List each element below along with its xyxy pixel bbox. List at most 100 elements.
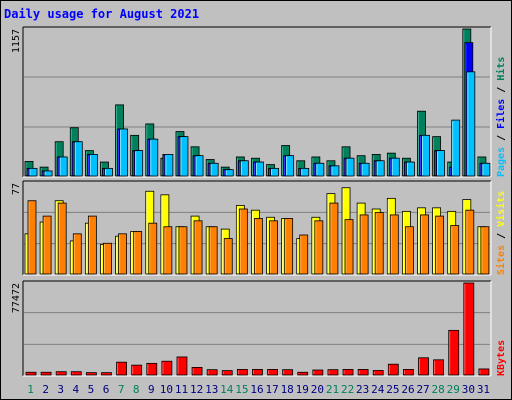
x-tick-label-day-31: 31 xyxy=(477,383,490,396)
x-tick-label-day-9: 9 xyxy=(148,383,155,396)
legend-hits: Hits xyxy=(495,57,507,81)
kbytes-bar-day-6 xyxy=(101,372,112,376)
pages-bar-day-15 xyxy=(239,160,249,177)
kbytes-bar-day-18 xyxy=(282,369,294,376)
x-tick-label-day-27: 27 xyxy=(416,383,429,396)
side-legend-panel-1: Pages / Files / Hits xyxy=(495,57,507,177)
x-tick-label-day-13: 13 xyxy=(205,383,218,396)
x-tick-label-day-15: 15 xyxy=(235,383,248,396)
legend-separator: / xyxy=(496,227,507,245)
kbytes-bar-day-5 xyxy=(85,372,97,376)
sites-bar-day-12 xyxy=(193,220,203,275)
pages-bar-day-19 xyxy=(300,167,310,177)
x-tick-label-day-10: 10 xyxy=(160,383,173,396)
sites-bar-day-14 xyxy=(223,238,233,275)
sites-bar-day-25 xyxy=(389,214,399,275)
side-legend-panel-2: Sites / Visits xyxy=(495,191,507,275)
x-tick-label-day-28: 28 xyxy=(432,383,445,396)
x-tick-label-day-24: 24 xyxy=(371,383,385,396)
pages-bar-day-12 xyxy=(194,155,204,177)
x-tick-label-day-29: 29 xyxy=(447,383,460,396)
x-tick-label-day-6: 6 xyxy=(103,383,110,396)
sites-bar-day-15 xyxy=(238,208,248,275)
chart-title: Daily usage for August 2021 xyxy=(4,7,200,21)
legend-separator: / xyxy=(496,81,507,99)
pages-bar-day-18 xyxy=(285,155,295,177)
x-tick-label-day-17: 17 xyxy=(265,383,278,396)
pages-bar-day-20 xyxy=(315,162,325,177)
x-tick-label-day-1: 1 xyxy=(27,383,34,396)
sites-bar-day-2 xyxy=(42,215,52,275)
sites-bar-day-9 xyxy=(148,222,158,275)
sites-bar-day-23 xyxy=(359,214,369,275)
kbytes-bar-day-24 xyxy=(372,370,384,376)
pages-bar-day-2 xyxy=(43,170,53,177)
x-tick-label-day-19: 19 xyxy=(296,383,309,396)
sites-bar-day-27 xyxy=(420,214,429,275)
pages-bar-day-22 xyxy=(345,157,355,177)
pages-bar-day-26 xyxy=(406,161,415,177)
kbytes-bar-day-13 xyxy=(206,369,218,376)
pages-bar-day-8 xyxy=(134,150,144,177)
panel-3-background xyxy=(23,281,491,376)
kbytes-bar-day-22 xyxy=(342,369,354,376)
kbytes-bar-day-9 xyxy=(146,362,158,376)
kbytes-bar-day-11 xyxy=(176,356,188,376)
x-tick-label-day-8: 8 xyxy=(133,383,140,396)
kbytes-bar-day-27 xyxy=(418,357,429,376)
pages-bar-day-4 xyxy=(73,141,83,177)
sites-bar-day-4 xyxy=(72,233,82,275)
legend-visits: Visits xyxy=(495,191,507,227)
sites-bar-day-29 xyxy=(450,225,460,275)
x-tick-label-day-14: 14 xyxy=(220,383,234,396)
kbytes-bar-day-12 xyxy=(191,366,203,376)
sites-bar-day-16 xyxy=(254,218,263,275)
kbytes-bar-day-16 xyxy=(252,369,263,376)
sites-bar-day-3 xyxy=(57,202,67,275)
kbytes-bar-day-20 xyxy=(312,369,324,376)
sites-bar-day-28 xyxy=(435,215,445,275)
kbytes-bar-day-19 xyxy=(297,371,309,376)
pages-bar-day-24 xyxy=(375,160,385,177)
legend-files: Files xyxy=(495,99,507,129)
kbytes-bar-day-30 xyxy=(463,282,475,376)
sites-bar-day-17 xyxy=(269,220,278,275)
pages-bar-day-14 xyxy=(224,169,234,177)
x-tick-label-day-23: 23 xyxy=(356,383,369,396)
pages-bar-day-31 xyxy=(481,162,491,177)
y-max-label-panel-3: 77472 xyxy=(11,283,22,313)
sites-bar-day-1 xyxy=(27,200,37,275)
kbytes-bar-day-7 xyxy=(116,361,127,376)
pages-bar-day-10 xyxy=(164,154,174,177)
pages-bar-day-6 xyxy=(104,167,113,177)
kbytes-bar-day-29 xyxy=(448,329,460,376)
sites-bar-day-7 xyxy=(118,233,127,275)
kbytes-bar-day-14 xyxy=(221,370,233,376)
sites-bar-day-10 xyxy=(163,226,173,275)
x-tick-label-day-4: 4 xyxy=(73,383,80,396)
pages-bar-day-30 xyxy=(466,71,476,177)
sites-bar-day-21 xyxy=(329,202,339,275)
legend-separator: / xyxy=(496,129,507,147)
y-max-label-panel-1: 1157 xyxy=(11,29,22,53)
sites-bar-day-26 xyxy=(405,226,414,275)
pages-bar-day-17 xyxy=(270,167,279,177)
sites-bar-day-31 xyxy=(480,226,490,275)
x-tick-label-day-7: 7 xyxy=(118,383,125,396)
x-tick-label-day-3: 3 xyxy=(57,383,64,396)
pages-bar-day-27 xyxy=(421,134,430,177)
sites-bar-day-8 xyxy=(133,231,143,275)
kbytes-bar-day-31 xyxy=(478,368,490,376)
kbytes-bar-day-28 xyxy=(433,359,445,376)
pages-bar-day-13 xyxy=(209,162,219,177)
pages-bar-day-1 xyxy=(28,167,38,177)
pages-bar-day-29 xyxy=(451,119,461,177)
pages-bar-day-16 xyxy=(255,161,264,177)
pages-bar-day-5 xyxy=(88,154,98,177)
x-tick-label-day-18: 18 xyxy=(281,383,294,396)
x-tick-label-day-5: 5 xyxy=(88,383,95,396)
sites-bar-day-22 xyxy=(344,219,354,275)
pages-bar-day-23 xyxy=(360,162,370,177)
pages-bar-day-25 xyxy=(390,157,400,177)
